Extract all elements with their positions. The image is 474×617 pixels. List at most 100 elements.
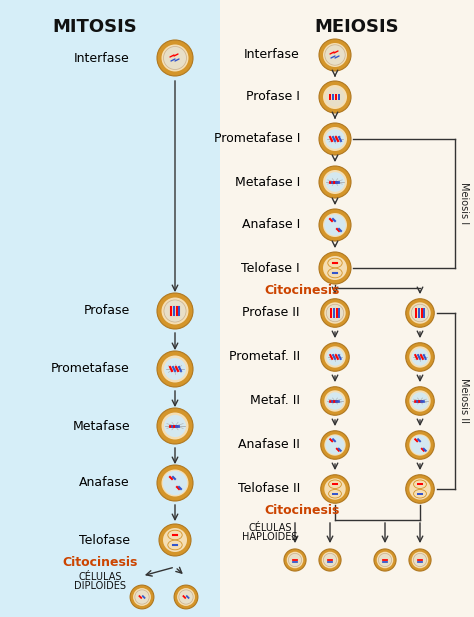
Circle shape xyxy=(406,387,434,415)
Circle shape xyxy=(374,549,396,571)
Circle shape xyxy=(324,346,346,368)
Circle shape xyxy=(157,293,193,329)
Bar xyxy=(338,94,340,100)
Circle shape xyxy=(162,413,189,439)
Circle shape xyxy=(179,590,193,604)
Ellipse shape xyxy=(414,480,427,489)
Circle shape xyxy=(406,474,434,503)
Circle shape xyxy=(157,408,193,444)
Circle shape xyxy=(287,552,303,568)
Circle shape xyxy=(162,297,189,325)
Circle shape xyxy=(164,46,186,70)
Circle shape xyxy=(130,585,154,609)
Circle shape xyxy=(135,590,149,604)
Circle shape xyxy=(409,549,431,571)
Circle shape xyxy=(319,166,351,198)
Text: Meiosis I: Meiosis I xyxy=(459,183,469,225)
Text: MEIOSIS: MEIOSIS xyxy=(315,18,399,36)
Circle shape xyxy=(162,44,189,72)
Circle shape xyxy=(319,81,351,113)
Text: Interfase: Interfase xyxy=(244,49,300,62)
Circle shape xyxy=(321,474,349,503)
Circle shape xyxy=(411,348,429,366)
Circle shape xyxy=(319,39,351,71)
Circle shape xyxy=(164,300,186,322)
Text: Telofase: Telofase xyxy=(79,534,130,547)
FancyBboxPatch shape xyxy=(0,0,220,617)
Circle shape xyxy=(321,343,349,371)
Circle shape xyxy=(319,123,351,155)
Text: Citocinesis: Citocinesis xyxy=(264,503,340,516)
Ellipse shape xyxy=(168,540,182,550)
Circle shape xyxy=(323,553,337,566)
Circle shape xyxy=(163,471,187,495)
Circle shape xyxy=(319,549,341,571)
Circle shape xyxy=(406,299,434,327)
Circle shape xyxy=(324,391,346,412)
Text: Profase II: Profase II xyxy=(243,307,300,320)
Text: Anafase: Anafase xyxy=(79,476,130,489)
Circle shape xyxy=(411,392,429,410)
Text: Metafase: Metafase xyxy=(73,420,130,433)
Circle shape xyxy=(323,170,347,194)
FancyBboxPatch shape xyxy=(220,0,474,617)
Circle shape xyxy=(157,351,193,387)
Circle shape xyxy=(406,431,434,459)
Ellipse shape xyxy=(328,480,341,489)
Circle shape xyxy=(325,129,345,149)
Circle shape xyxy=(410,436,429,455)
Text: Anafase I: Anafase I xyxy=(242,218,300,231)
Ellipse shape xyxy=(414,489,427,498)
Circle shape xyxy=(321,387,349,415)
Text: Metafase I: Metafase I xyxy=(235,175,300,189)
Ellipse shape xyxy=(328,489,341,498)
Circle shape xyxy=(325,436,345,455)
Circle shape xyxy=(326,348,344,366)
Circle shape xyxy=(321,299,349,327)
Circle shape xyxy=(323,85,347,109)
Text: Anafase II: Anafase II xyxy=(238,439,300,452)
Circle shape xyxy=(412,552,428,568)
Circle shape xyxy=(410,478,431,500)
Circle shape xyxy=(162,355,189,383)
Text: Profase: Profase xyxy=(84,305,130,318)
Circle shape xyxy=(323,127,347,151)
Circle shape xyxy=(163,528,187,552)
Text: Profase I: Profase I xyxy=(246,91,300,104)
Circle shape xyxy=(413,553,427,566)
Circle shape xyxy=(326,304,344,321)
Circle shape xyxy=(411,304,429,321)
Circle shape xyxy=(164,415,186,437)
Circle shape xyxy=(378,553,392,566)
Circle shape xyxy=(323,213,347,237)
Circle shape xyxy=(324,302,346,324)
Circle shape xyxy=(325,87,345,107)
Circle shape xyxy=(164,358,186,380)
Circle shape xyxy=(284,549,306,571)
Text: Telofase I: Telofase I xyxy=(241,262,300,275)
Circle shape xyxy=(157,465,193,501)
Text: Prometafase: Prometafase xyxy=(51,363,130,376)
Text: Citocinesis: Citocinesis xyxy=(264,283,340,297)
Text: Metaf. II: Metaf. II xyxy=(250,394,300,407)
Circle shape xyxy=(324,214,346,236)
Circle shape xyxy=(323,43,347,67)
Circle shape xyxy=(157,40,193,76)
Text: Prometaf. II: Prometaf. II xyxy=(229,350,300,363)
Circle shape xyxy=(325,45,345,65)
Circle shape xyxy=(324,434,346,456)
Ellipse shape xyxy=(328,258,342,268)
Circle shape xyxy=(324,478,346,500)
Ellipse shape xyxy=(168,530,182,540)
Bar xyxy=(332,94,334,100)
Circle shape xyxy=(288,553,301,566)
Circle shape xyxy=(323,256,347,280)
Circle shape xyxy=(319,209,351,241)
Circle shape xyxy=(174,585,198,609)
Text: MITOSIS: MITOSIS xyxy=(53,18,137,36)
Circle shape xyxy=(410,302,431,324)
Circle shape xyxy=(159,524,191,556)
Text: DIPLOIDES: DIPLOIDES xyxy=(74,581,126,591)
Text: Citocinesis: Citocinesis xyxy=(62,557,137,569)
Bar xyxy=(329,94,331,100)
